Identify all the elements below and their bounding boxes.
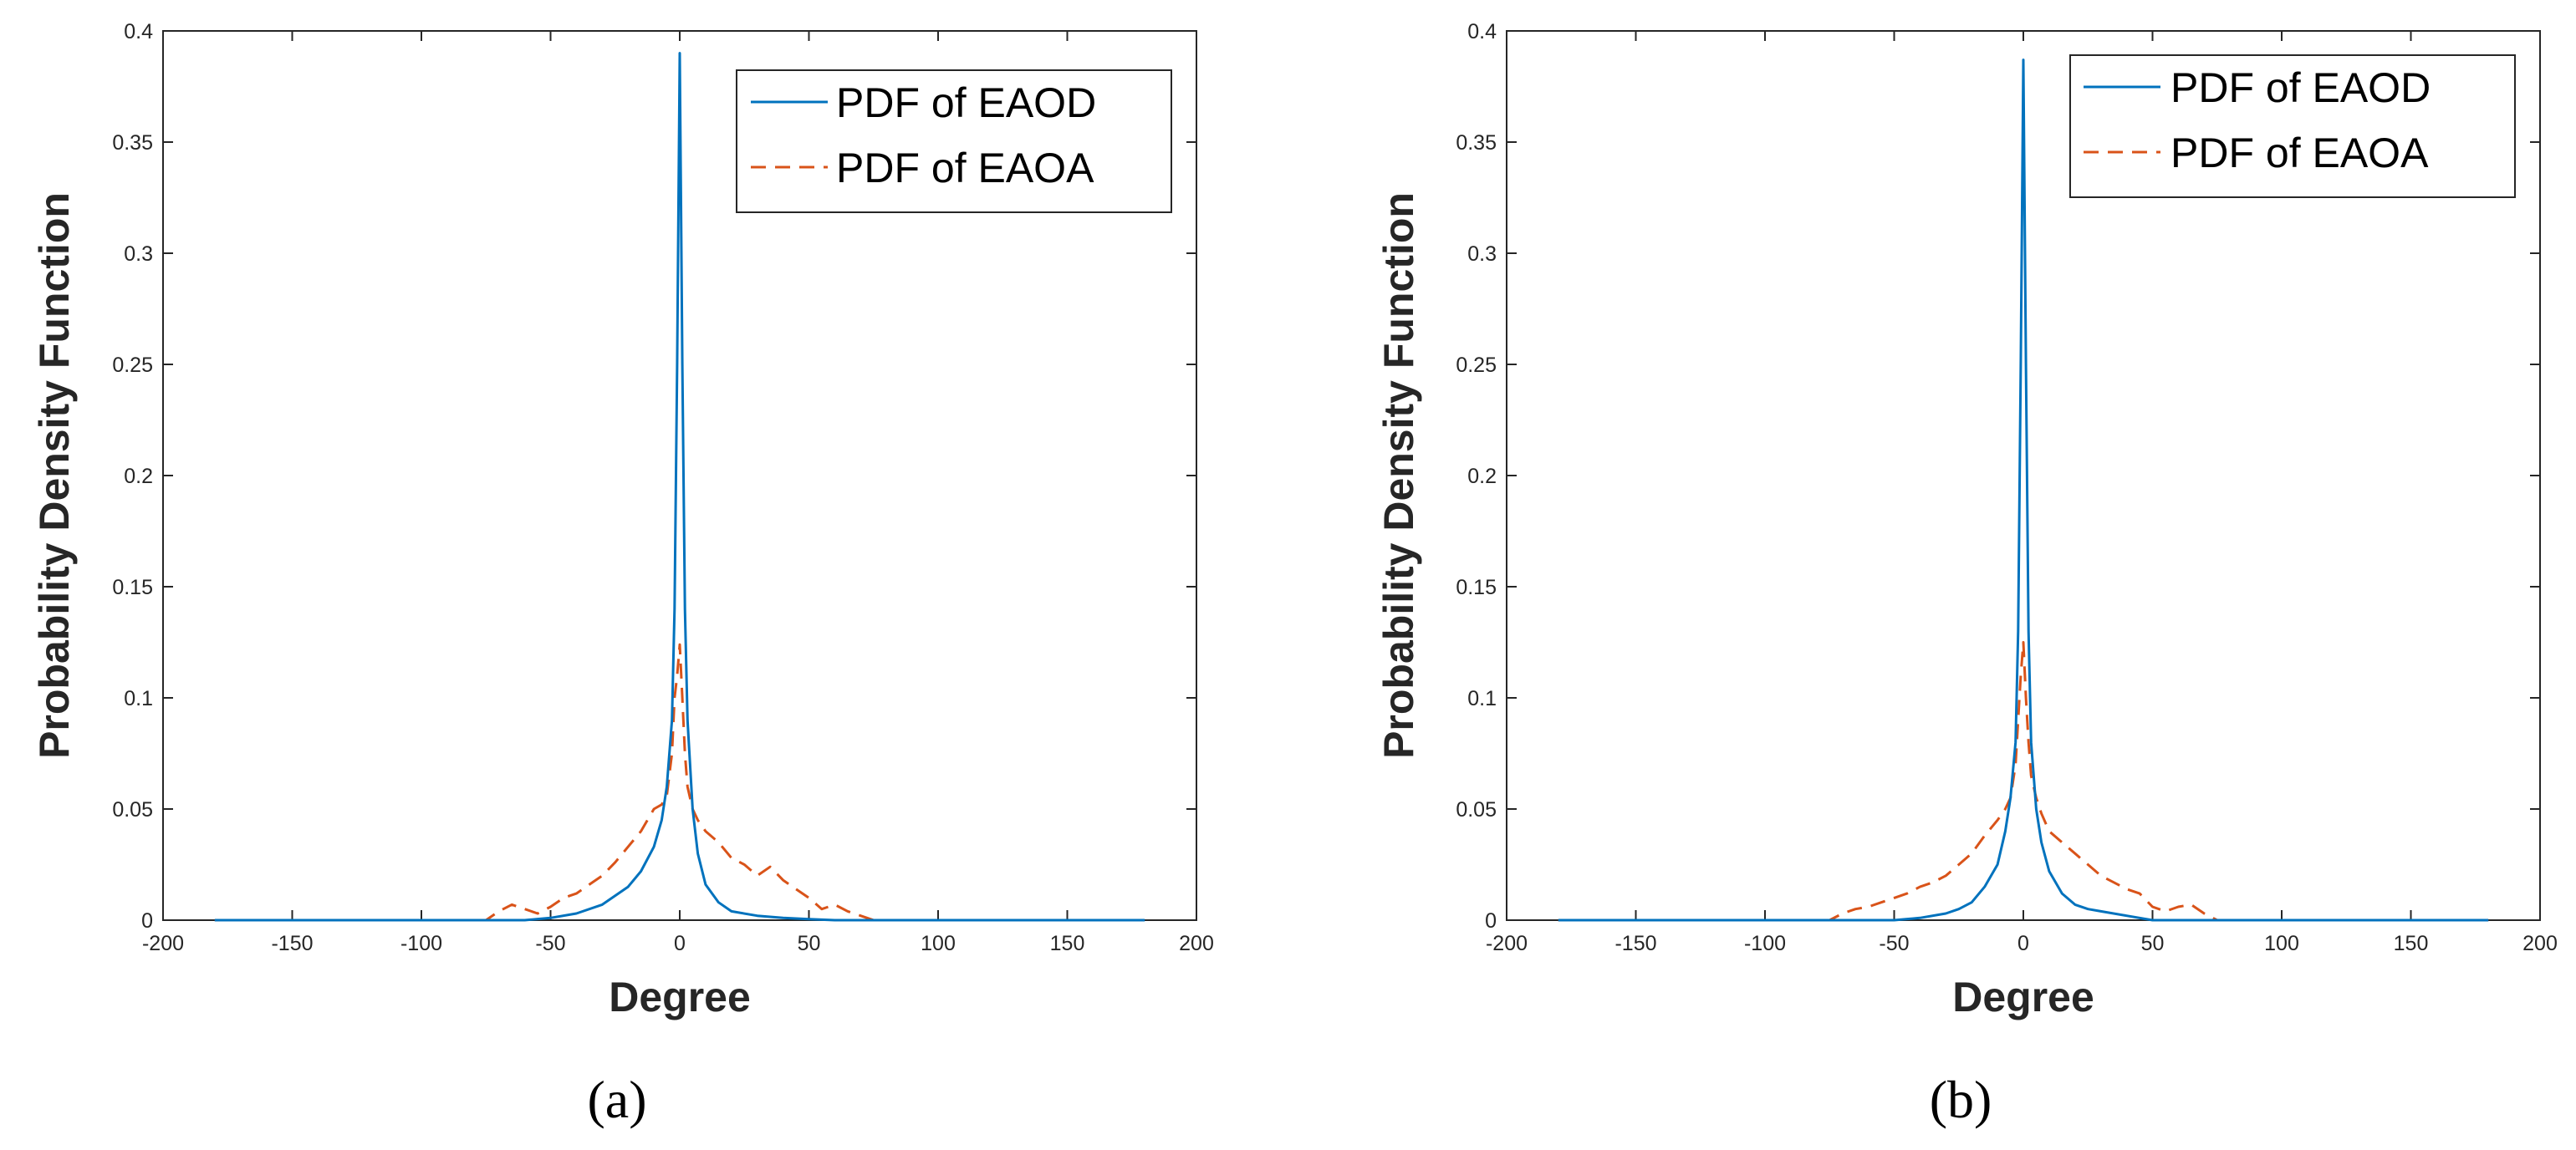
y-axis-b: 0 0.05 0.1 0.15 0.2 0.25 0.3 0.35 0.4 — [1456, 20, 2540, 933]
y-tick-label-b: 0.05 — [1456, 798, 1497, 822]
x-tick-label-b: 200 — [2522, 932, 2558, 955]
x-tick-label-a: 50 — [798, 932, 821, 955]
legend-box-b — [2069, 54, 2516, 198]
legend-label-eaoa-b: PDF of EAOA — [2170, 130, 2429, 176]
x-axis-b: -200 -150 -100 -50 0 50 100 150 200 — [1486, 31, 2558, 955]
series-lines-b — [1558, 59, 2489, 922]
y-tick-label-a: 0.15 — [112, 576, 153, 599]
y-tick-label-b: 0.35 — [1456, 131, 1497, 155]
y-axis-label-a: Probability Density Function — [31, 192, 78, 759]
y-tick-label-b: 0 — [1485, 909, 1497, 933]
legend-box-a — [736, 69, 1172, 213]
y-tick-label-b: 0.1 — [1467, 687, 1497, 710]
series-lines-a — [214, 52, 1145, 922]
y-tick-label-a: 0.4 — [124, 20, 153, 43]
x-tick-label-a: 150 — [1050, 932, 1085, 955]
x-axis-a: -200 -150 -100 -50 0 50 100 150 200 — [142, 31, 1214, 955]
y-tick-label-a: 0.1 — [124, 687, 153, 710]
x-axis-label-a: Degree — [609, 974, 751, 1020]
y-tick-label-a: 0.35 — [112, 131, 153, 155]
y-axis-label-b: Probability Density Function — [1375, 192, 1422, 759]
y-tick-label-b: 0.4 — [1467, 20, 1497, 43]
series-line-eaod-a — [214, 52, 1145, 922]
x-tick-label-b: -150 — [1614, 932, 1656, 955]
x-tick-label-a: -200 — [142, 932, 184, 955]
panel-label-a: (a) — [587, 1070, 646, 1129]
x-tick-label-a: -150 — [271, 932, 313, 955]
x-tick-label-b: 0 — [2017, 932, 2029, 955]
chart-panel-b: -200 -150 -100 -50 0 50 100 150 200 0 0.05 0.1 0.15… — [1375, 20, 2558, 1129]
y-tick-label-b: 0.15 — [1456, 576, 1497, 599]
legend-label-eaod-b: PDF of EAOD — [2170, 64, 2431, 111]
series-line-eaod-b — [1558, 59, 2489, 922]
x-tick-label-a: -100 — [400, 932, 442, 955]
chart-panel-a: -200 -150 -100 -50 0 50 100 150 200 0 0.05 0.1 0.15… — [31, 20, 1214, 1129]
y-tick-label-b: 0.25 — [1456, 354, 1497, 377]
legend-label-eaod-a: PDF of EAOD — [836, 79, 1096, 126]
legend-b: PDF of EAOD PDF of EAOA — [2069, 54, 2516, 198]
y-tick-label-b: 0.2 — [1467, 465, 1497, 488]
y-tick-label-a: 0.05 — [112, 798, 153, 822]
legend-label-eaoa-a: PDF of EAOA — [836, 145, 1094, 191]
x-tick-label-b: 150 — [2394, 932, 2429, 955]
x-tick-label-b: -50 — [1879, 932, 1909, 955]
series-line-eaoa-a — [214, 643, 1145, 922]
legend-a: PDF of EAOD PDF of EAOA — [736, 69, 1172, 213]
x-tick-label-a: 200 — [1179, 932, 1214, 955]
x-tick-label-b: -200 — [1486, 932, 1528, 955]
y-axis-a: 0 0.05 0.1 0.15 0.2 0.25 0.3 0.35 0.4 — [112, 20, 1196, 933]
x-tick-label-a: -50 — [535, 932, 565, 955]
x-tick-label-a: 0 — [674, 932, 686, 955]
x-tick-label-b: 100 — [2264, 932, 2299, 955]
y-tick-label-a: 0.25 — [112, 354, 153, 377]
y-tick-label-a: 0.3 — [124, 242, 153, 266]
x-tick-label-a: 100 — [921, 932, 956, 955]
y-tick-label-a: 0 — [141, 909, 153, 933]
x-axis-label-b: Degree — [1952, 974, 2094, 1020]
x-tick-label-b: 50 — [2141, 932, 2165, 955]
panel-label-b: (b) — [1930, 1070, 1992, 1129]
x-tick-label-b: -100 — [1744, 932, 1786, 955]
y-tick-label-a: 0.2 — [124, 465, 153, 488]
series-line-eaoa-b — [1558, 641, 2489, 922]
y-tick-label-b: 0.3 — [1467, 242, 1497, 266]
